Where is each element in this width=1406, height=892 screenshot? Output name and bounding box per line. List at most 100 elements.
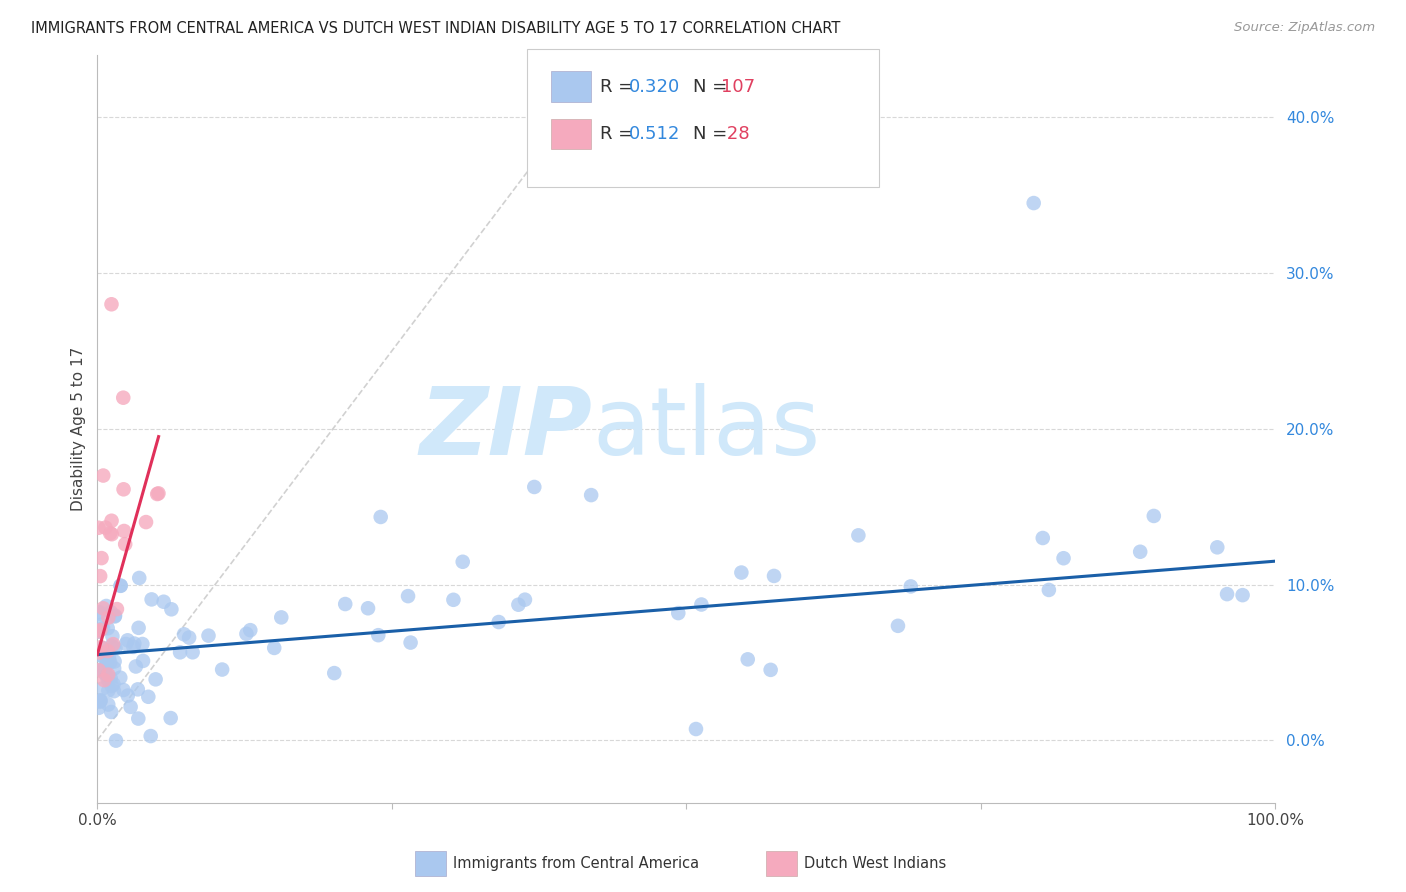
Point bbox=[1032, 531, 1054, 545]
Point bbox=[759, 663, 782, 677]
Point bbox=[124, 636, 146, 650]
Point bbox=[103, 661, 125, 675]
Point bbox=[112, 483, 135, 497]
Text: 0.320: 0.320 bbox=[628, 78, 679, 95]
Point bbox=[87, 663, 110, 677]
Point bbox=[399, 635, 422, 649]
Point bbox=[197, 629, 219, 643]
Point bbox=[159, 711, 181, 725]
Text: N =: N = bbox=[693, 125, 733, 143]
Point bbox=[87, 521, 110, 535]
Point bbox=[89, 693, 111, 707]
Point bbox=[87, 607, 110, 621]
Text: 28: 28 bbox=[721, 125, 749, 143]
Point bbox=[148, 486, 170, 500]
Point bbox=[160, 602, 183, 616]
Point bbox=[508, 598, 530, 612]
Point bbox=[91, 640, 114, 655]
Point bbox=[100, 605, 122, 619]
Point bbox=[100, 297, 122, 311]
Text: N =: N = bbox=[693, 78, 733, 95]
Point bbox=[97, 621, 120, 635]
Point bbox=[1232, 588, 1254, 602]
Point bbox=[152, 595, 174, 609]
Point bbox=[125, 659, 148, 673]
Point bbox=[93, 661, 115, 675]
Point bbox=[110, 578, 132, 592]
Point bbox=[90, 551, 112, 566]
Point bbox=[100, 527, 122, 541]
Point bbox=[105, 733, 128, 747]
Text: Dutch West Indians: Dutch West Indians bbox=[804, 856, 946, 871]
Point bbox=[335, 597, 357, 611]
Point bbox=[848, 528, 870, 542]
Point bbox=[110, 671, 132, 685]
Point bbox=[89, 569, 111, 583]
Point bbox=[100, 639, 122, 653]
Point bbox=[370, 510, 392, 524]
Point bbox=[127, 682, 149, 697]
Text: Source: ZipAtlas.com: Source: ZipAtlas.com bbox=[1234, 21, 1375, 34]
Point bbox=[1129, 545, 1152, 559]
Point bbox=[103, 684, 125, 698]
Point bbox=[128, 621, 150, 635]
Point bbox=[513, 592, 536, 607]
Point bbox=[112, 391, 135, 405]
Point bbox=[104, 655, 127, 669]
Text: 107: 107 bbox=[721, 78, 755, 95]
Point bbox=[103, 640, 125, 655]
Point bbox=[763, 569, 786, 583]
Text: IMMIGRANTS FROM CENTRAL AMERICA VS DUTCH WEST INDIAN DISABILITY AGE 5 TO 17 CORR: IMMIGRANTS FROM CENTRAL AMERICA VS DUTCH… bbox=[31, 21, 841, 36]
Point bbox=[112, 524, 135, 538]
Point bbox=[96, 673, 118, 687]
Point bbox=[367, 628, 389, 642]
Point bbox=[173, 627, 195, 641]
Point bbox=[96, 599, 118, 613]
Point bbox=[98, 651, 121, 665]
Text: Immigrants from Central America: Immigrants from Central America bbox=[453, 856, 699, 871]
Point bbox=[120, 699, 142, 714]
Point bbox=[131, 637, 153, 651]
Text: atlas: atlas bbox=[592, 383, 820, 475]
Point bbox=[239, 623, 262, 637]
Point bbox=[97, 667, 120, 681]
Point bbox=[94, 520, 117, 534]
Point bbox=[97, 644, 120, 658]
Point bbox=[263, 640, 285, 655]
Point bbox=[91, 601, 114, 615]
Point bbox=[105, 602, 128, 616]
Point bbox=[91, 621, 114, 635]
Point bbox=[357, 601, 380, 615]
Point bbox=[97, 698, 120, 712]
Point bbox=[114, 537, 136, 551]
Point bbox=[441, 592, 464, 607]
Point bbox=[98, 526, 121, 541]
Point bbox=[89, 648, 111, 662]
Point bbox=[1038, 582, 1060, 597]
Point bbox=[685, 722, 707, 736]
Point bbox=[94, 653, 117, 667]
Point bbox=[146, 487, 169, 501]
Point bbox=[145, 673, 167, 687]
Point bbox=[90, 617, 112, 632]
Point bbox=[110, 579, 132, 593]
Point bbox=[96, 668, 118, 682]
Point bbox=[690, 598, 713, 612]
Point bbox=[488, 615, 510, 629]
Point bbox=[101, 629, 124, 643]
Point bbox=[100, 671, 122, 685]
Point bbox=[87, 624, 110, 639]
Point bbox=[112, 683, 135, 698]
Point bbox=[132, 654, 155, 668]
Point bbox=[93, 665, 115, 680]
Point bbox=[91, 468, 114, 483]
Point bbox=[103, 677, 125, 691]
Point bbox=[323, 666, 346, 681]
Point bbox=[136, 690, 159, 704]
Point bbox=[93, 673, 115, 688]
Point bbox=[100, 679, 122, 693]
Point bbox=[89, 605, 111, 619]
Point bbox=[100, 705, 122, 719]
Point bbox=[1052, 551, 1074, 566]
Point bbox=[128, 571, 150, 585]
